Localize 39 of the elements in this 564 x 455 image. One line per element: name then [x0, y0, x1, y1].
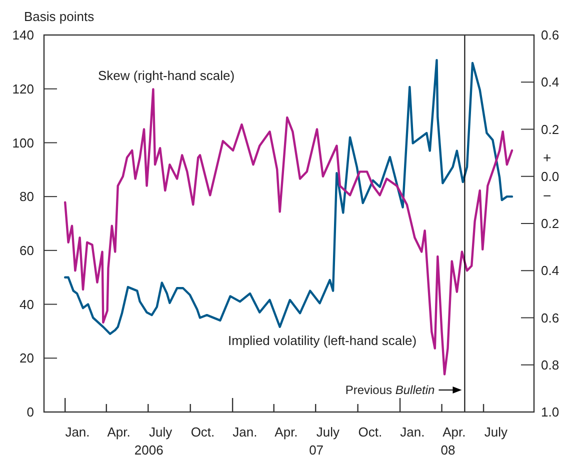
x-tick-label: Oct. [358, 424, 382, 440]
y-axis-title: Basis points [24, 9, 95, 24]
x-tick-label: July [148, 424, 173, 440]
y-tick-label: 120 [12, 81, 34, 96]
y2-tick-label: 0.0 [541, 168, 560, 184]
y-tick-label: 20 [20, 350, 34, 366]
x-tick-label: Apr. [274, 424, 298, 440]
y2-tick-label: 0.6 [541, 28, 560, 43]
y-tick-label: 100 [12, 135, 34, 150]
x-tick-label: Jan. [400, 424, 425, 440]
y2-tick-label: 0.4 [541, 74, 560, 90]
y2-tick-label: 1.0 [541, 404, 560, 420]
x-tick-label: Jan. [65, 424, 90, 440]
text: 2006 [134, 442, 164, 455]
y2-tick-label: 0.6 [541, 310, 560, 326]
x-tick-label: July [484, 424, 508, 440]
y2-tick-label: 0.8 [541, 357, 560, 372]
y-tick-label: 140 [12, 28, 34, 43]
ref-line-label: Previous Bulletin [345, 383, 436, 397]
x-tick-label: Jan. [232, 424, 258, 440]
y2-tick-label: 0.2 [541, 216, 560, 232]
y-tick-label: 60 [20, 242, 34, 258]
x-tick-label: July [316, 424, 340, 440]
y-tick-label: 40 [20, 296, 34, 312]
x-tick-label: Oct. [190, 424, 215, 440]
series-label: Implied volatility (left-hand scale) [228, 333, 417, 348]
y-tick-label: 0 [26, 404, 34, 420]
text: − [543, 187, 552, 204]
line-series [64, 88, 514, 376]
text: 08 [440, 442, 456, 455]
y2-tick-label: 0.2 [541, 122, 560, 137]
x-tick-label: Apr. [107, 424, 130, 440]
text: + [543, 149, 552, 166]
y-tick-label: 80 [20, 189, 34, 204]
line-series [64, 58, 514, 336]
series-label: Skew (right-hand scale) [98, 68, 235, 83]
text: 07 [309, 442, 324, 455]
x-tick-label: Apr. [442, 424, 466, 440]
y2-tick-label: 0.4 [541, 263, 560, 278]
